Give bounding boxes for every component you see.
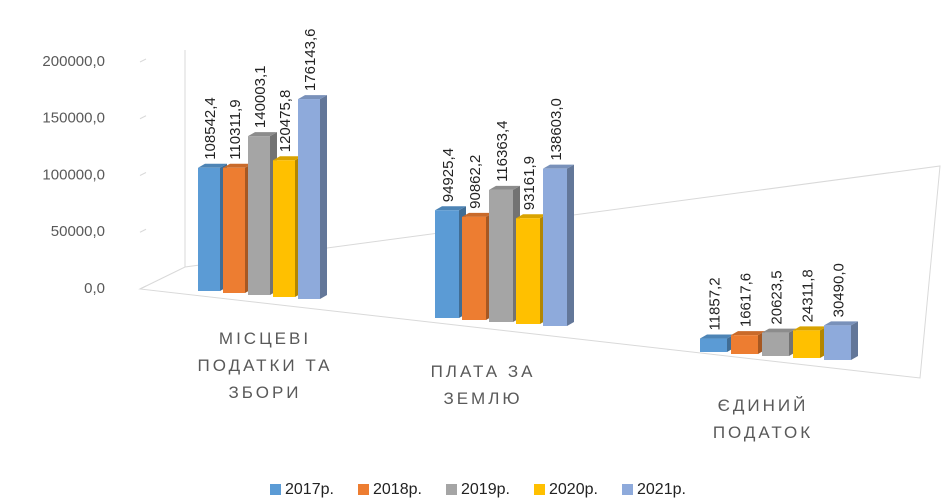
bar: [543, 168, 567, 326]
bar-top: [198, 163, 227, 168]
bar-top: [298, 95, 327, 100]
bar-side: [851, 321, 858, 360]
value-label: 20623,5: [768, 270, 785, 324]
bar: [824, 325, 851, 360]
bar-top: [516, 214, 547, 219]
value-label: 110311,9: [227, 99, 244, 159]
tick-mark: [139, 172, 147, 176]
x-category-label: МІСЦЕВІ ПОДАТКИ ТА ЗБОРИ: [197, 329, 333, 402]
legend-label: 2017р.: [285, 481, 334, 498]
bar: [198, 167, 220, 291]
bar-top: [731, 331, 765, 336]
bar-side: [567, 164, 574, 326]
value-label: 116363,4: [494, 120, 511, 181]
value-label: 94925,4: [440, 148, 457, 202]
tick-mark: [139, 58, 147, 63]
bar-top: [273, 156, 302, 161]
bar: [273, 160, 295, 297]
value-label: 140003,1: [252, 66, 269, 129]
bar: [223, 167, 245, 293]
value-label: 16617,6: [737, 273, 754, 327]
bar: [489, 189, 513, 322]
floor: [138, 165, 941, 379]
legend-swatch: [446, 484, 457, 495]
bar: [298, 99, 320, 299]
legend-label: 2019р.: [461, 481, 510, 498]
y-tick-label: 200000,0: [42, 53, 105, 70]
tick-mark: [139, 115, 147, 120]
bar: [793, 330, 820, 358]
value-label: 30490,0: [830, 263, 847, 317]
bar: [762, 332, 789, 356]
legend-swatch: [622, 484, 633, 495]
bar-top: [793, 326, 827, 331]
bar-top: [700, 334, 734, 339]
x-category-label: ПЛАТА ЗА ЗЕМЛЮ: [430, 362, 536, 408]
legend-label: 2018р.: [373, 481, 422, 498]
value-label: 176143,6: [302, 28, 319, 91]
tick-mark: [139, 285, 147, 290]
legend-swatch: [358, 484, 369, 495]
bar-top: [543, 164, 574, 169]
value-label: 93161,9: [521, 156, 538, 210]
bar: [700, 338, 727, 352]
bar: [516, 218, 540, 324]
bar: [731, 335, 758, 354]
legend-swatch: [270, 484, 281, 495]
y-tick-label: 50000,0: [51, 223, 105, 240]
value-label: 138603,0: [548, 98, 565, 161]
bar: [462, 216, 486, 320]
y-tick-label: 0,0: [84, 280, 105, 297]
bar: [435, 210, 459, 318]
bar-top: [435, 206, 466, 211]
y-tick-label: 150000,0: [42, 110, 105, 127]
bar-top: [462, 212, 493, 217]
bar-top: [824, 321, 858, 326]
legend-label: 2020р.: [549, 481, 598, 498]
y-tick-label: 100000,0: [42, 166, 105, 183]
value-label: 120475,8: [277, 90, 294, 153]
value-label: 11857,2: [706, 277, 723, 330]
bar-top: [223, 163, 252, 168]
bar-top: [248, 132, 277, 137]
bar-top: [762, 328, 796, 333]
tick-mark: [139, 228, 147, 233]
x-category-label: ЄДИНИЙ ПОДАТОК: [712, 396, 814, 442]
value-label: 24311,8: [799, 269, 816, 322]
value-label: 90862,2: [467, 155, 484, 209]
bar-side: [320, 95, 327, 299]
bar-top: [489, 185, 520, 190]
bar: [248, 136, 270, 295]
legend-label: 2021р.: [637, 481, 686, 498]
value-label: 108542,4: [202, 97, 219, 160]
legend-swatch: [534, 484, 545, 495]
